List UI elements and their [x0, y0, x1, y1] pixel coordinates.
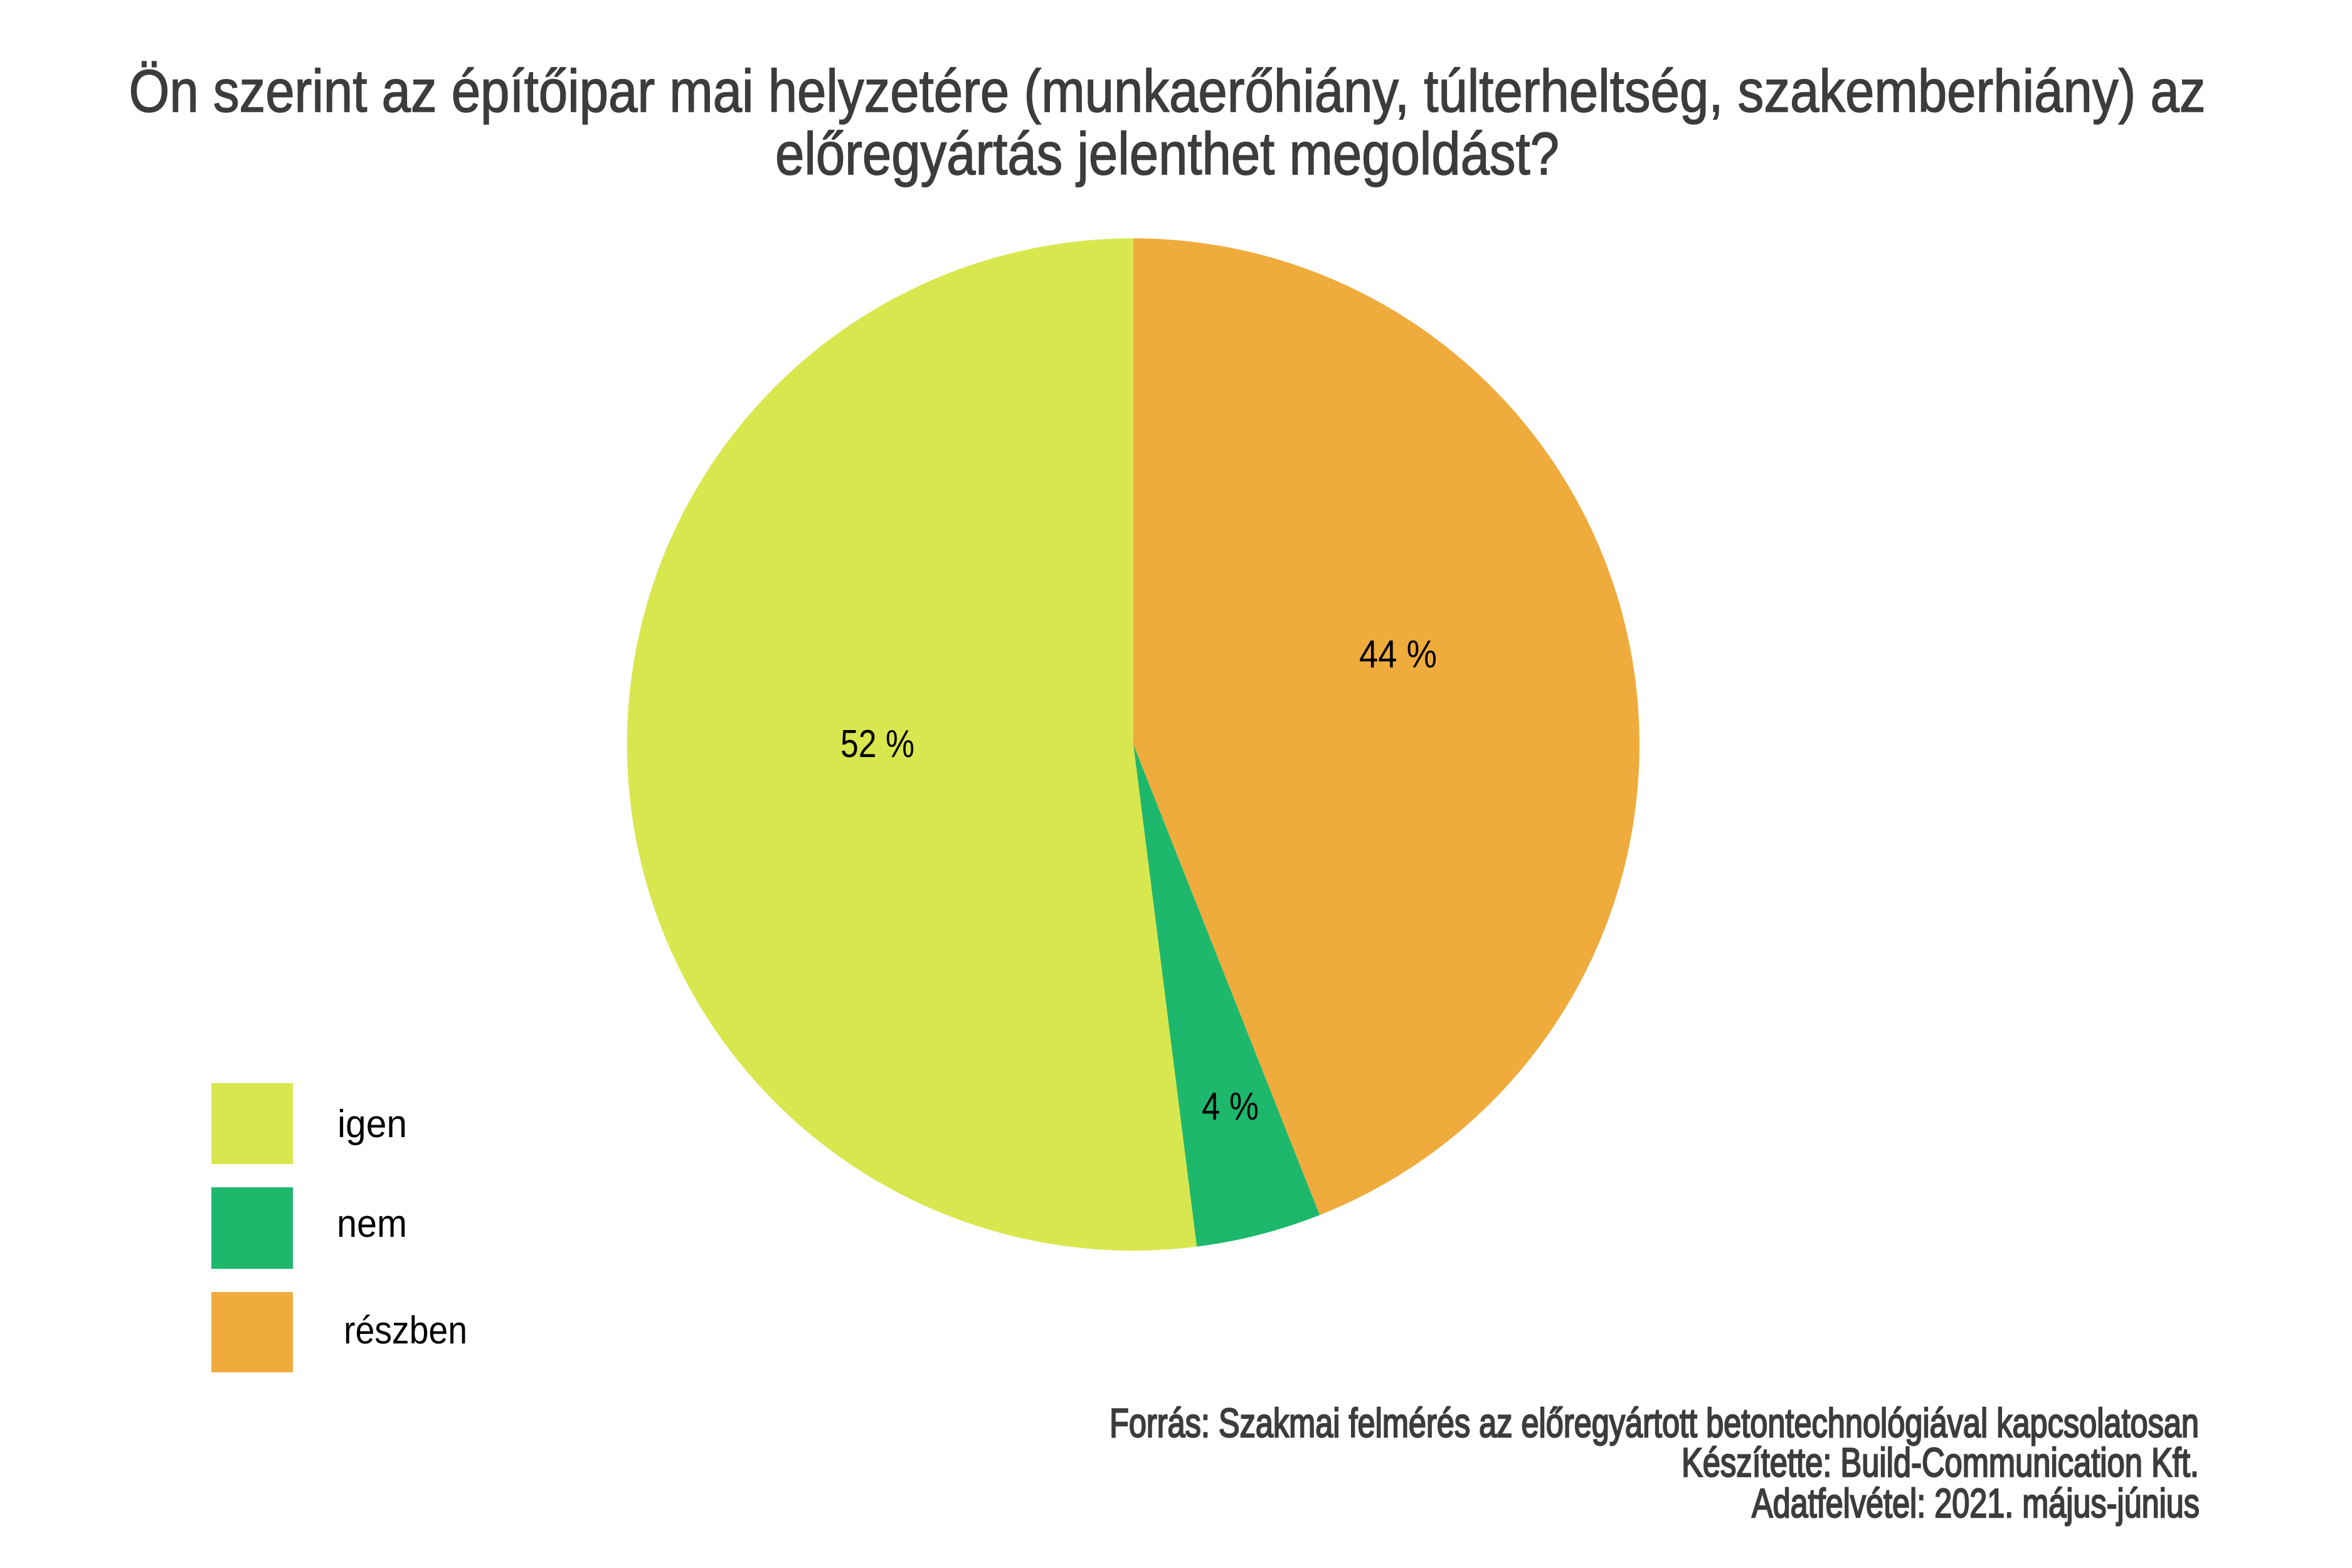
- svg-text:előregyártás jelenthet megoldá: előregyártás jelenthet megoldást?: [775, 120, 1559, 188]
- svg-text:52 %: 52 %: [840, 723, 914, 766]
- svg-text:Ön szerint az építőipar mai he: Ön szerint az építőipar mai helyzetére (…: [129, 58, 2206, 125]
- svg-text:4 %: 4 %: [1202, 1085, 1259, 1128]
- svg-text:Adatfelvétel: 2021. május-júni: Adatfelvétel: 2021. május-június: [1752, 1480, 2200, 1526]
- svg-text:Forrás: Szakmai felmérés az el: Forrás: Szakmai felmérés az előregyártot…: [1110, 1400, 2199, 1446]
- svg-text:nem: nem: [337, 1202, 407, 1246]
- svg-text:részben: részben: [344, 1309, 467, 1352]
- svg-text:igen: igen: [337, 1103, 407, 1146]
- svg-text:44 %: 44 %: [1359, 633, 1437, 676]
- svg-text:Készítette: Build-Communicatio: Készítette: Build-Communication Kft.: [1682, 1439, 2199, 1485]
